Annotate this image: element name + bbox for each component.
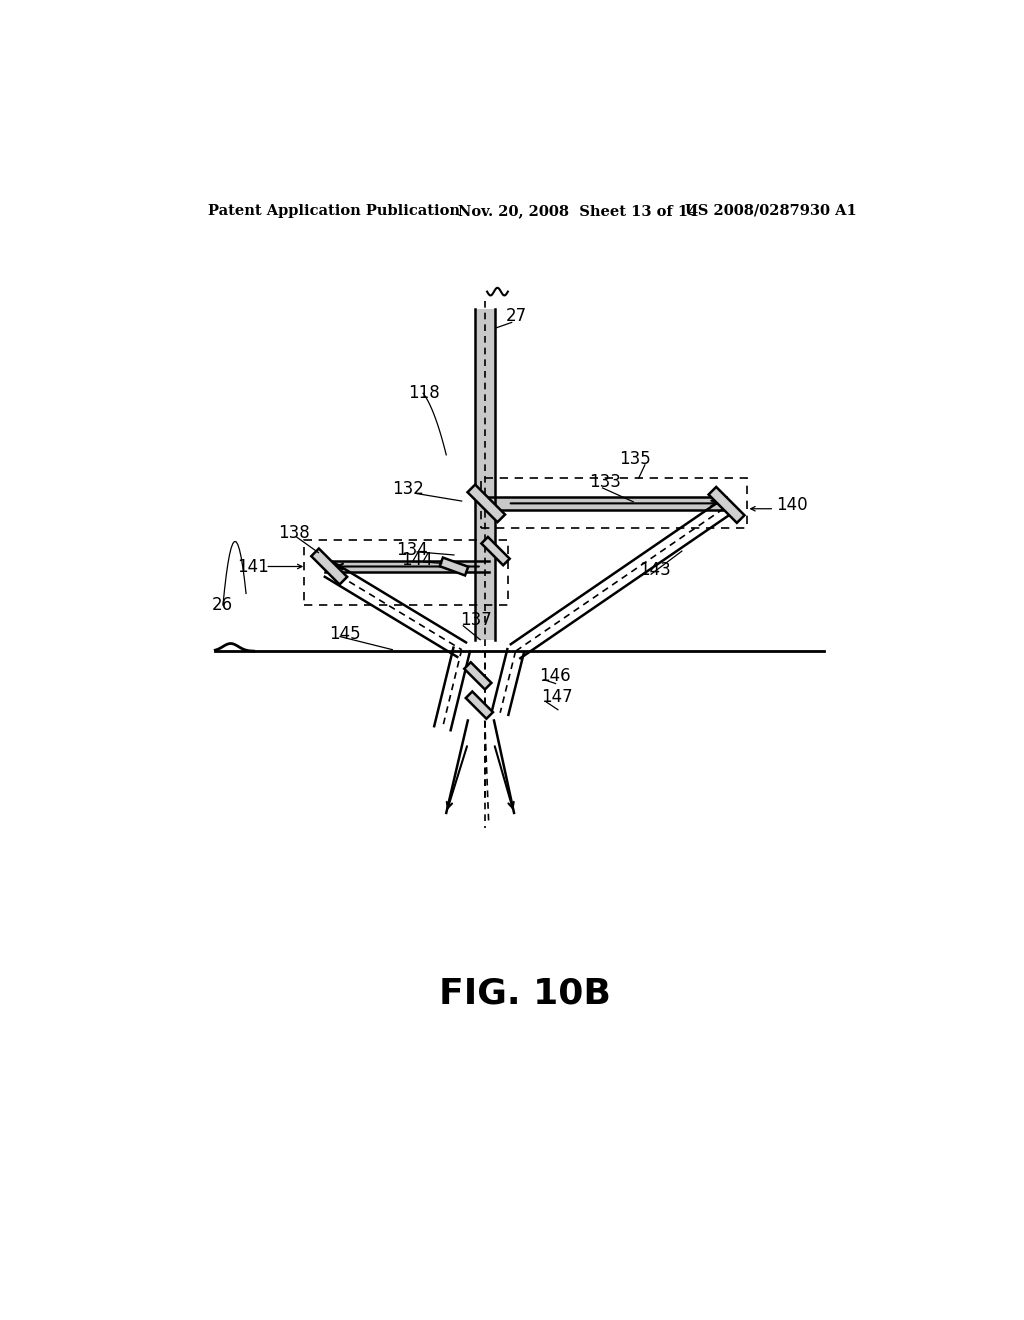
Text: 118: 118 <box>408 384 439 403</box>
Bar <box>304 540 508 605</box>
Text: 138: 138 <box>279 524 310 543</box>
Polygon shape <box>311 549 347 585</box>
Polygon shape <box>464 663 492 689</box>
Text: 146: 146 <box>539 667 570 685</box>
Polygon shape <box>468 484 505 523</box>
Bar <box>481 478 746 528</box>
Text: 132: 132 <box>392 480 424 499</box>
Polygon shape <box>466 692 493 718</box>
Bar <box>475 309 495 640</box>
Text: FIG. 10B: FIG. 10B <box>439 977 610 1011</box>
Text: 145: 145 <box>330 626 360 643</box>
Text: 147: 147 <box>541 689 572 706</box>
Text: Patent Application Publication: Patent Application Publication <box>208 203 460 218</box>
Bar <box>325 561 489 572</box>
Text: US 2008/0287930 A1: US 2008/0287930 A1 <box>685 203 857 218</box>
Text: 27: 27 <box>506 308 526 325</box>
Polygon shape <box>439 557 468 576</box>
Text: 143: 143 <box>639 561 671 579</box>
Text: 141: 141 <box>237 557 268 576</box>
Polygon shape <box>481 537 510 565</box>
Text: 134: 134 <box>396 541 428 558</box>
Text: 135: 135 <box>620 450 651 467</box>
Polygon shape <box>709 487 744 523</box>
Text: 140: 140 <box>776 496 808 513</box>
Text: 26: 26 <box>211 597 232 614</box>
Text: 137: 137 <box>460 611 492 630</box>
Bar <box>484 498 726 510</box>
Text: 133: 133 <box>589 473 621 491</box>
Text: 144: 144 <box>401 552 433 569</box>
Text: Nov. 20, 2008  Sheet 13 of 14: Nov. 20, 2008 Sheet 13 of 14 <box>458 203 698 218</box>
